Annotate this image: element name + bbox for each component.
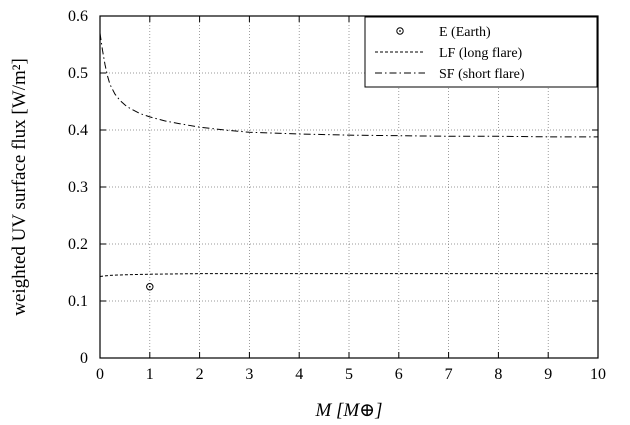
y-tick-label: 0 [80, 350, 88, 367]
y-tick-label: 0.5 [68, 65, 88, 82]
legend-earth-marker [396, 27, 404, 35]
x-tick-label: 5 [345, 366, 353, 383]
x-tick-label: 0 [96, 366, 104, 383]
y-tick-label: 0.4 [68, 122, 88, 139]
x-tick-label: 9 [544, 366, 552, 383]
earth-data-point [146, 283, 154, 291]
long-flare-line [99, 273, 598, 277]
y-axis-label: weighted UV surface flux [W/m²] [9, 58, 30, 316]
y-tick-label: 0.3 [68, 179, 88, 196]
series-layer [99, 33, 598, 291]
x-tick-label: 4 [295, 366, 303, 383]
x-axis-label: M [M⊕] [314, 400, 382, 421]
x-tick-label: 8 [494, 366, 502, 383]
tick-label-layer: 0 1 2 3 4 5 6 7 8 9 10 0 0.1 0.2 0.3 0.4 0.5 0.6 [68, 8, 606, 383]
legend-label-earth: E (Earth) [439, 25, 491, 40]
legend-earth-marker-dot [399, 30, 401, 32]
x-tick-label: 7 [445, 366, 453, 383]
legend-label-short-flare: SF (short flare) [439, 67, 525, 82]
x-tick-label: 6 [395, 366, 403, 383]
y-tick-label: 0.6 [68, 8, 88, 25]
short-flare-line [99, 33, 598, 138]
legend: E (Earth) LF (long flare) SF (short flar… [364, 16, 598, 88]
earth-data-point-dot [148, 285, 151, 288]
x-tick-label: 1 [146, 366, 154, 383]
x-tick-label: 3 [245, 366, 253, 383]
legend-box [364, 16, 598, 88]
x-tick-label: 10 [590, 366, 606, 383]
y-tick-label: 0.1 [68, 293, 88, 310]
y-tick-label: 0.2 [68, 236, 88, 253]
x-tick-label: 2 [196, 366, 204, 383]
legend-label-long-flare: LF (long flare) [439, 46, 523, 61]
